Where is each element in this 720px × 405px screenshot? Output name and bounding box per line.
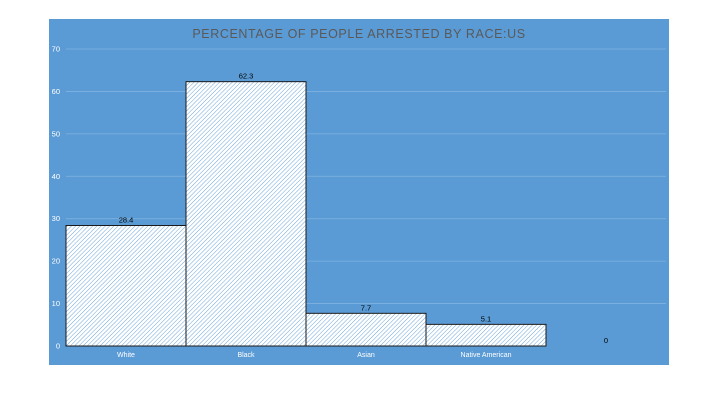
data-label: 5.1 [481, 314, 491, 323]
y-tick-label: 70 [52, 45, 60, 54]
y-tick-label: 0 [56, 342, 60, 351]
data-label: 62.3 [239, 72, 254, 81]
bar [305, 312, 427, 347]
data-label: 0 [604, 336, 608, 345]
x-tick-label: White [117, 352, 135, 359]
bar [185, 81, 307, 347]
y-tick-label: 30 [52, 214, 60, 223]
y-tick-label: 10 [52, 299, 60, 308]
bar [65, 225, 187, 347]
bars [65, 81, 547, 347]
y-tick-label: 60 [52, 87, 60, 96]
x-axis-ticks: White Black Asian Native American [117, 352, 512, 359]
y-axis-ticks: 0 10 20 30 40 50 60 70 [52, 45, 60, 351]
y-tick-label: 40 [52, 172, 60, 181]
x-tick-label: Native American [461, 352, 512, 359]
x-tick-label: Black [237, 352, 255, 359]
data-label: 7.7 [361, 303, 371, 312]
bar [425, 323, 547, 347]
bar-chart: PERCENTAGE OF PEOPLE ARRESTED BY RACE:US… [52, 27, 666, 359]
y-tick-label: 20 [52, 257, 60, 266]
x-tick-label: Asian [357, 352, 375, 359]
chart-panel: PERCENTAGE OF PEOPLE ARRESTED BY RACE:US… [49, 19, 669, 365]
data-label: 28.4 [119, 216, 134, 225]
y-tick-label: 50 [52, 129, 60, 138]
chart-title: PERCENTAGE OF PEOPLE ARRESTED BY RACE:US [192, 27, 525, 41]
data-labels: 28.4 62.3 7.7 5.1 0 [119, 72, 608, 345]
